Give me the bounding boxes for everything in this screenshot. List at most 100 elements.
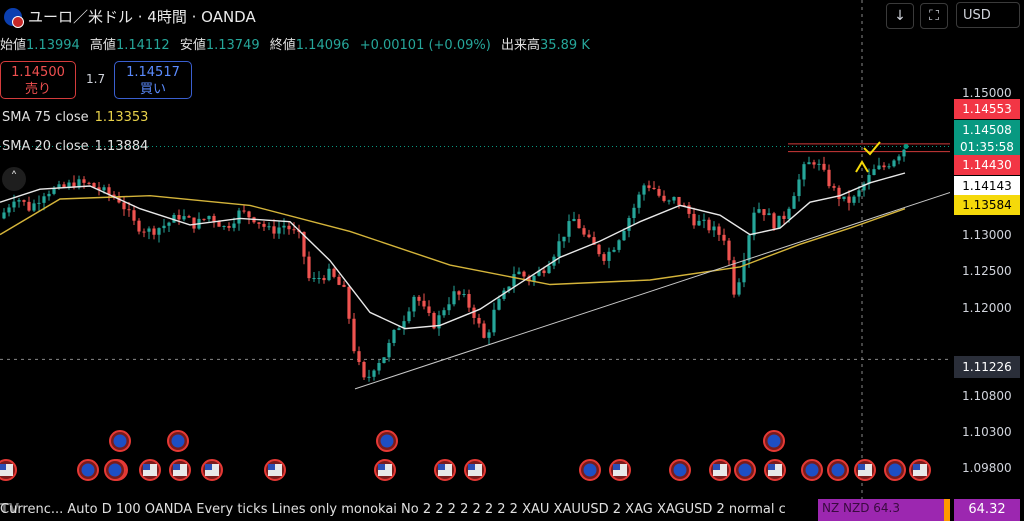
- candle-body: [757, 209, 761, 213]
- symbol-title[interactable]: ユーロ／米ドル · 4時間 · OANDA: [4, 6, 256, 28]
- candle-body: [782, 215, 786, 219]
- candle-body: [172, 214, 176, 223]
- eu-flag-icon: [805, 463, 819, 477]
- high-label: 高値: [89, 38, 116, 53]
- candle-body: [377, 362, 381, 371]
- candle-body: [357, 351, 361, 362]
- candle-body: [887, 166, 891, 168]
- sell-button[interactable]: 1.14500 売り: [0, 61, 76, 99]
- candle-body: [167, 222, 171, 226]
- candle-body: [812, 162, 816, 165]
- scroll-down-button[interactable]: ↓: [886, 3, 914, 29]
- candle-body: [157, 228, 161, 235]
- volume-label: 出来高: [500, 38, 540, 53]
- candle-body: [527, 276, 531, 282]
- chart-canvas[interactable]: [0, 0, 950, 499]
- candle-body: [27, 201, 31, 211]
- candle-body: [107, 187, 111, 195]
- candle-body: [467, 294, 471, 308]
- candle-body: [862, 183, 866, 191]
- buy-button[interactable]: 1.14517 買い: [114, 61, 192, 99]
- candle-body: [187, 216, 191, 218]
- candle-body: [842, 196, 846, 199]
- buy-price: 1.14517: [126, 65, 180, 80]
- candle-body: [882, 165, 886, 168]
- candle-body: [457, 291, 461, 295]
- candle-body: [162, 225, 166, 229]
- candle-body: [77, 179, 81, 188]
- series-sma-75-close: [0, 194, 906, 286]
- candle-body: [437, 315, 441, 329]
- candle-body: [42, 196, 46, 203]
- candle-body: [232, 223, 236, 228]
- candle-body: [607, 251, 611, 261]
- candle-body: [692, 213, 696, 226]
- spread-value: 1.7: [86, 72, 106, 86]
- candle-body: [702, 219, 706, 221]
- chevron-up-icon: ˄: [10, 170, 18, 186]
- eu-flag-icon: [583, 463, 597, 477]
- low-value: 1.13749: [205, 38, 260, 53]
- fullscreen-button[interactable]: ⛶: [920, 3, 948, 29]
- change-value: +0.00101 (+0.09%): [359, 38, 491, 53]
- sma75-legend[interactable]: SMA 75 close 1.13353: [2, 110, 148, 125]
- price-tag-resistance-high: 1.14553: [954, 99, 1020, 119]
- candle-body: [422, 300, 426, 307]
- candle-body: [462, 294, 466, 296]
- eu-flag-icon: [108, 463, 122, 477]
- close-value: 1.14096: [295, 38, 350, 53]
- candle-body: [132, 210, 136, 221]
- candle-body: [122, 202, 126, 210]
- eu-flag-icon: [831, 463, 845, 477]
- us-flag-canton: [913, 464, 920, 470]
- sell-label: 売り: [24, 82, 51, 97]
- candle-body: [517, 271, 521, 275]
- sma20-legend[interactable]: SMA 20 close 1.13884: [2, 139, 148, 154]
- status-bar-text: Currenc... Auto D 100 OANDA Every ticks …: [0, 502, 786, 517]
- candle-body: [577, 218, 581, 229]
- candle-body: [277, 227, 281, 234]
- candle-body: [207, 215, 211, 220]
- candle-body: [832, 186, 836, 188]
- candle-body: [67, 182, 71, 188]
- candle-body: [102, 187, 106, 191]
- candle-body: [147, 228, 151, 232]
- candle-body: [152, 228, 156, 235]
- candle-body: [317, 277, 321, 279]
- candle-body: [637, 194, 641, 208]
- currency-select[interactable]: USD: [956, 2, 1020, 28]
- candle-body: [282, 225, 286, 228]
- candle-body: [722, 234, 726, 241]
- low-label: 安値: [179, 38, 206, 53]
- eu-flag-icon: [113, 434, 127, 448]
- candle-body: [262, 223, 266, 227]
- candle-body: [72, 182, 76, 188]
- eu-flag-icon: [888, 463, 902, 477]
- candle-body: [622, 230, 626, 241]
- candle-body: [127, 209, 131, 211]
- candle-body: [427, 306, 431, 313]
- candle-body: [247, 211, 251, 218]
- candle-body: [662, 195, 666, 201]
- eu-flag-icon: [81, 463, 95, 477]
- candle-body: [217, 221, 221, 227]
- candle-body: [347, 286, 351, 319]
- candle-body: [752, 212, 756, 236]
- candle-body: [2, 212, 6, 219]
- eu-flag-icon: [673, 463, 687, 477]
- candle-body: [202, 218, 206, 220]
- candle-body: [477, 317, 481, 324]
- us-flag-canton: [205, 464, 212, 470]
- candle-body: [432, 312, 436, 329]
- candle-body: [867, 174, 871, 184]
- candle-body: [507, 286, 511, 291]
- collapse-legend-button[interactable]: ˄: [2, 167, 26, 191]
- candle-body: [892, 160, 896, 167]
- candle-body: [452, 291, 456, 305]
- candle-body: [47, 193, 51, 197]
- price-tick: 1.15000: [962, 86, 1012, 100]
- candle-body: [342, 284, 346, 287]
- price-tag-current: 1.14508: [954, 120, 1020, 140]
- eu-flag-icon: [767, 434, 781, 448]
- indicator-status-bar: TVCurrenc... Auto D 100 OANDA Every tick…: [0, 499, 1024, 521]
